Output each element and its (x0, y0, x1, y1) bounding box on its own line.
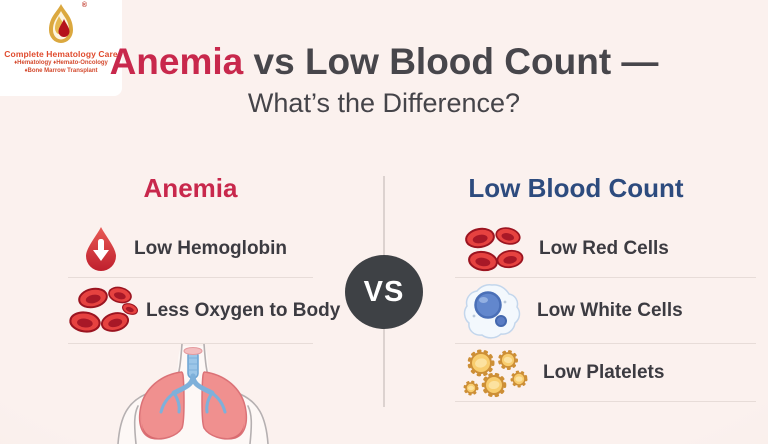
item-label: Low Red Cells (539, 237, 669, 259)
anemia-column-heading: Anemia (143, 173, 238, 203)
platelets-icon (461, 348, 529, 398)
logo-name: Complete Hematology Care (4, 49, 118, 59)
title-anemia: Anemia (109, 41, 244, 82)
logo: ® Complete Hematology Care ♦Hematology ♦… (0, 0, 122, 96)
logo-tagline: ♦Bone Marrow Transplant (24, 68, 98, 75)
item-label: Less Oxygen to Body (146, 299, 341, 321)
item-label: Low Hemoglobin (134, 237, 288, 259)
low-blood-count-column-heading: Low Blood Count (468, 173, 684, 203)
red-blood-cells-icon (68, 285, 138, 337)
list-item: Low Red Cells (455, 220, 756, 278)
white-blood-cell-icon (461, 282, 523, 340)
item-label: Low White Cells (537, 299, 683, 321)
list-item: Less Oxygen to Body (68, 278, 340, 344)
anemia-column: Low Hemoglobin (68, 220, 340, 344)
list-item: Low White Cells (455, 278, 756, 344)
vs-badge: VS (345, 255, 423, 329)
low-blood-count-column: Low Red Cells Low White Cells (455, 220, 756, 402)
body-with-lungs-illustration (117, 344, 269, 444)
logo-tagline: ♦Hematology ♦Hemato-Oncology (14, 60, 108, 66)
list-item: Low Hemoglobin (68, 220, 313, 278)
list-item: Low Platelets (455, 344, 756, 402)
page-subtitle: What’s the Difference? (247, 88, 521, 118)
item-label: Low Platelets (543, 361, 665, 383)
page-title: Anemia vs Low Blood Count — (0, 41, 768, 83)
blood-drop-down-arrow-icon (84, 226, 118, 272)
title-rest: vs Low Blood Count — (243, 41, 659, 82)
flame-blood-drop-logo-icon (49, 4, 73, 43)
registered-trademark: ® (81, 2, 87, 9)
red-blood-cells-icon (461, 224, 525, 274)
